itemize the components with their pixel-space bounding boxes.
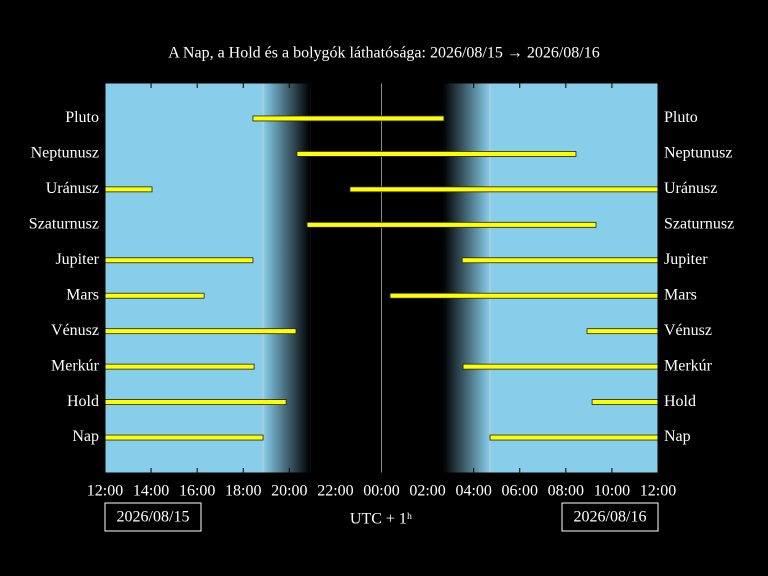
x-tick-label: 08:00	[548, 483, 584, 500]
visibility-bar	[252, 115, 445, 122]
visibility-bar	[296, 151, 577, 157]
y-tick-label: Neptunusz	[31, 145, 99, 162]
y-tick-label-right: Pluto	[664, 109, 698, 126]
y-tick-label: Jupiter	[55, 251, 99, 268]
y-tick-label: Vénusz	[51, 322, 99, 339]
x-axis-label: UTC + 1ʰ	[350, 511, 412, 528]
y-tick-label-right: Mars	[664, 286, 697, 303]
visibility-bar	[104, 434, 264, 441]
chart-title: A Nap, a Hold és a bolygók láthatósága: …	[168, 45, 600, 62]
y-tick-label: Nap	[72, 428, 99, 445]
y-tick-label: Hold	[67, 393, 99, 410]
x-tick-label: 16:00	[179, 483, 215, 500]
visibility-bar	[389, 292, 659, 299]
y-tick-label: Pluto	[65, 109, 99, 126]
plot-frame	[104, 82, 659, 474]
visibility-bar	[104, 328, 297, 335]
date-label: 2026/08/16	[574, 509, 647, 526]
dusk	[263, 83, 311, 473]
x-tick-label: 18:00	[225, 483, 261, 500]
x-tick-label: 00:00	[363, 483, 399, 500]
y-tick-label-right: Szaturnusz	[664, 215, 734, 232]
night	[310, 83, 444, 473]
y-tick-label-right: Neptunusz	[664, 145, 732, 162]
y-tick-label: Merkúr	[51, 357, 100, 374]
date-box	[561, 502, 659, 532]
visibility-bar	[489, 434, 659, 441]
x-tick-label: 06:00	[502, 483, 538, 500]
y-tick-label-right: Uránusz	[664, 180, 717, 197]
date-label: 2026/08/15	[117, 509, 190, 526]
visibility-bar	[104, 399, 287, 405]
visibility-bar	[104, 292, 205, 299]
y-tick-label-right: Merkúr	[664, 357, 713, 374]
y-tick-label-right: Vénusz	[664, 322, 712, 339]
y-tick-label: Uránusz	[46, 180, 99, 197]
y-tick-label: Mars	[66, 286, 99, 303]
visibility-bar	[586, 328, 659, 335]
visibility-bar	[104, 257, 254, 264]
y-tick-label-right: Hold	[664, 393, 696, 410]
x-tick-label: 20:00	[271, 483, 307, 500]
visibility-bar	[349, 186, 659, 193]
x-tick-label: 14:00	[133, 483, 169, 500]
x-tick-label: 02:00	[409, 483, 445, 500]
visibility-bar	[104, 363, 255, 370]
visibility-bar	[306, 221, 597, 228]
visibility-bar	[461, 257, 659, 264]
dawn	[443, 83, 491, 473]
y-tick-label: Szaturnusz	[29, 215, 99, 232]
visibility-bar	[104, 186, 153, 193]
x-tick-label: 12:00	[87, 483, 123, 500]
visibility-bar	[462, 363, 659, 370]
x-tick-label: 12:00	[640, 483, 676, 500]
x-tick-label: 04:00	[455, 483, 491, 500]
date-box	[104, 502, 202, 532]
visibility-bar	[591, 399, 659, 405]
y-tick-label-right: Jupiter	[664, 251, 708, 268]
y-tick-label-right: Nap	[664, 428, 691, 445]
x-tick-label: 22:00	[317, 483, 353, 500]
x-tick-label: 10:00	[594, 483, 630, 500]
